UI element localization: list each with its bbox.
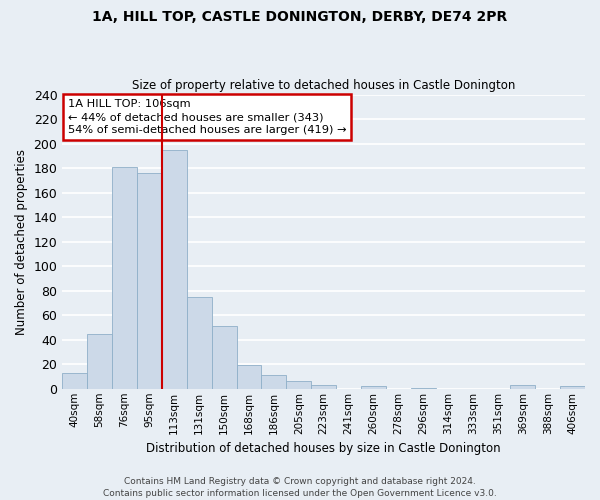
Bar [262,376,286,389]
Text: 1A HILL TOP: 106sqm
← 44% of detached houses are smaller (343)
54% of semi-detac: 1A HILL TOP: 106sqm ← 44% of detached ho… [68,99,346,136]
Bar [62,373,87,389]
Title: Size of property relative to detached houses in Castle Donington: Size of property relative to detached ho… [132,79,515,92]
Text: Contains HM Land Registry data © Crown copyright and database right 2024.
Contai: Contains HM Land Registry data © Crown c… [103,476,497,498]
X-axis label: Distribution of detached houses by size in Castle Donington: Distribution of detached houses by size … [146,442,501,455]
Text: 1A, HILL TOP, CASTLE DONINGTON, DERBY, DE74 2PR: 1A, HILL TOP, CASTLE DONINGTON, DERBY, D… [92,10,508,24]
Bar [311,385,336,389]
Bar [162,150,187,389]
Bar [560,386,585,389]
Bar [137,173,162,389]
Bar [112,167,137,389]
Bar [411,388,436,389]
Bar [286,382,311,389]
Bar [87,334,112,389]
Bar [212,326,236,389]
Bar [187,297,212,389]
Bar [236,366,262,389]
Y-axis label: Number of detached properties: Number of detached properties [15,148,28,334]
Bar [511,385,535,389]
Bar [361,386,386,389]
